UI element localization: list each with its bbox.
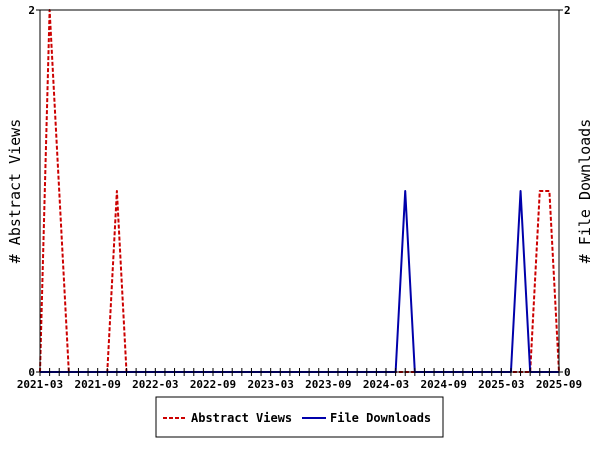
plot-lines xyxy=(39,9,560,373)
x-tick-label: 2024-09 xyxy=(420,378,466,391)
x-tick-label: 2021-09 xyxy=(74,378,120,391)
right-y-tick-label: 2 xyxy=(564,4,571,17)
left-y-tick-label: 0 xyxy=(28,366,35,379)
legend-label-file-downloads: File Downloads xyxy=(330,411,431,425)
left-y-tick-label: 2 xyxy=(28,4,35,17)
legend-label-abstract-views: Abstract Views xyxy=(191,411,292,425)
legend-box xyxy=(155,396,444,438)
x-axis-ticks: 2021-03 2021-09 2022-03 2022-09 2023-03 2023-… xyxy=(17,368,582,391)
x-tick-label: 2025-09 xyxy=(536,378,582,391)
x-tick-label: 2025-03 xyxy=(478,378,524,391)
right-y-tick-label: 0 xyxy=(564,366,571,379)
series-line-file-downloads xyxy=(40,190,559,373)
x-tick-label: 2022-09 xyxy=(190,378,236,391)
x-tick-label: 2024-03 xyxy=(363,378,409,391)
x-tick-label: 2023-03 xyxy=(247,378,293,391)
left-axis-title: # Abstract Views xyxy=(6,119,24,264)
right-axis-title: # File Downloads xyxy=(576,119,594,264)
y-axis-ticks: 0 2 0 2 xyxy=(28,4,570,379)
x-tick-label: 2023-09 xyxy=(305,378,351,391)
series-line-abstract-views xyxy=(39,9,560,373)
x-tick-label: 2021-03 xyxy=(17,378,63,391)
x-tick-label: 2022-03 xyxy=(132,378,178,391)
legend: Abstract Views File Downloads xyxy=(155,396,444,438)
